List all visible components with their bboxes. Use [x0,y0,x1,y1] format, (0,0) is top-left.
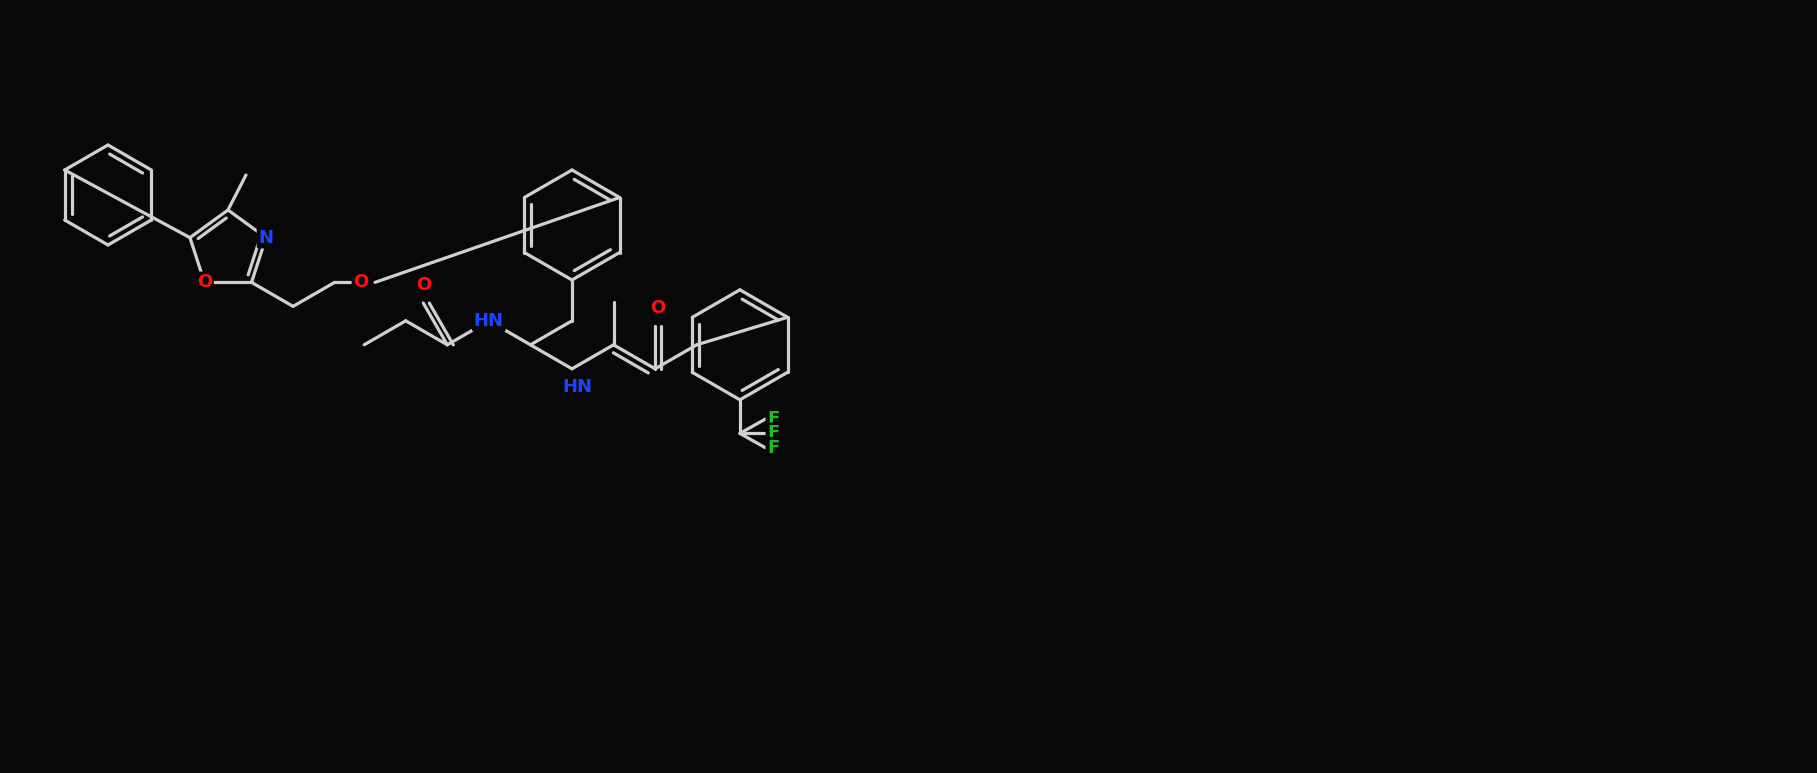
Text: F: F [767,410,779,428]
Text: F: F [767,424,779,442]
Text: O: O [416,276,431,294]
Text: HN: HN [474,312,503,330]
Text: O: O [196,274,213,291]
Text: O: O [354,274,369,291]
Text: F: F [767,439,779,457]
Text: HN: HN [561,378,592,396]
Text: O: O [650,298,665,317]
Text: N: N [258,229,274,247]
